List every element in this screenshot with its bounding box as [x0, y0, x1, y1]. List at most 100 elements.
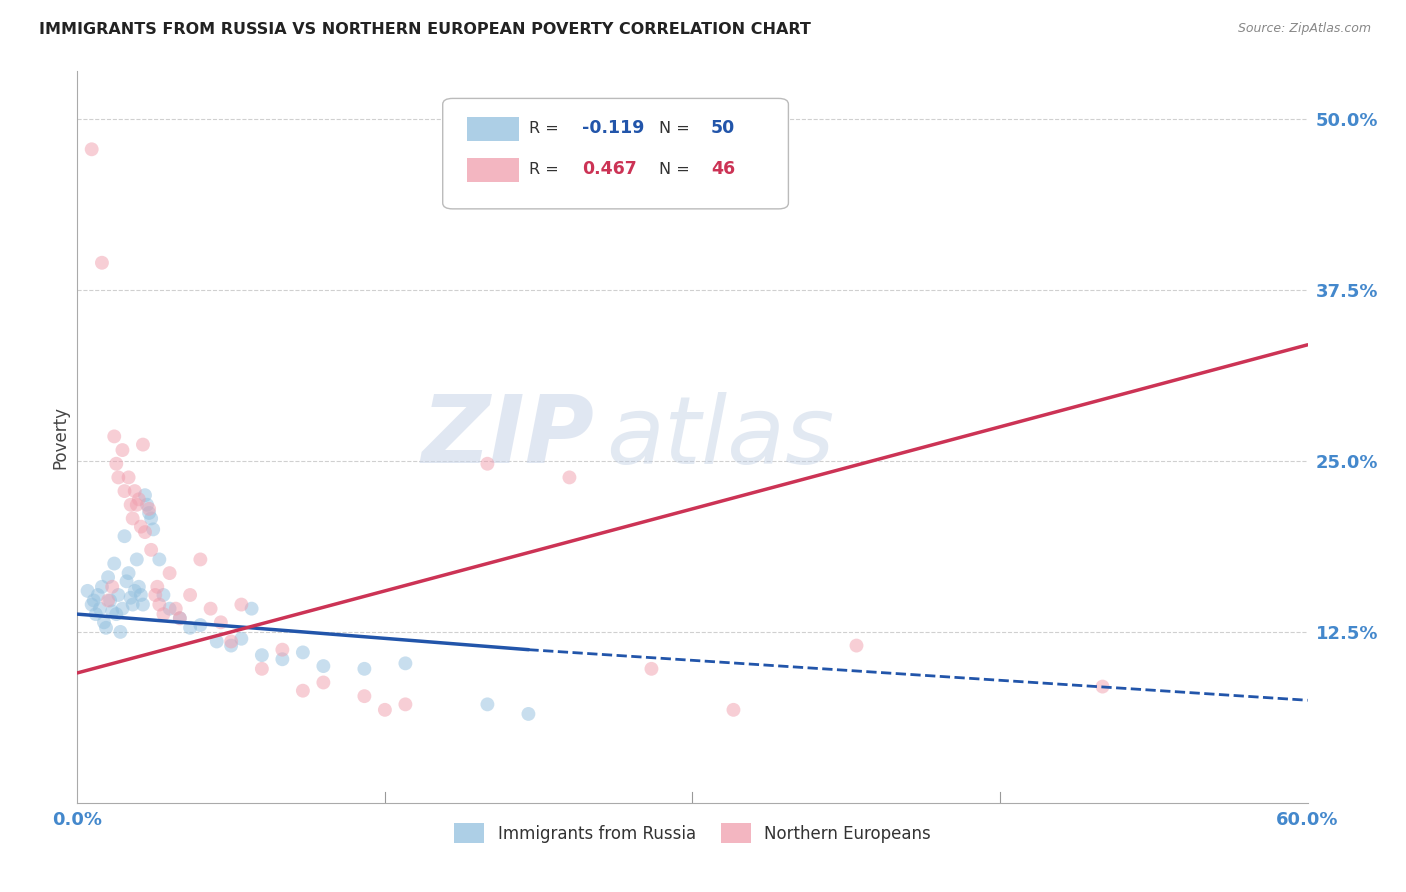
Text: ZIP: ZIP	[422, 391, 595, 483]
Point	[138, 501, 160, 516]
Point	[114, 484, 136, 499]
Point	[101, 580, 124, 594]
Point	[148, 598, 170, 612]
Point	[165, 601, 187, 615]
Point	[240, 601, 263, 615]
Point	[125, 552, 148, 566]
Point	[90, 580, 114, 594]
Point	[94, 621, 117, 635]
Point	[205, 634, 228, 648]
Point	[353, 662, 375, 676]
Point	[723, 703, 745, 717]
Point	[152, 588, 174, 602]
Point	[103, 429, 125, 443]
Point	[105, 457, 128, 471]
Text: R =: R =	[529, 161, 564, 177]
Y-axis label: Poverty: Poverty	[51, 406, 69, 468]
Point	[250, 662, 273, 676]
Point	[179, 588, 201, 602]
Point	[107, 470, 129, 484]
Point	[134, 488, 156, 502]
Point	[141, 511, 163, 525]
Point	[271, 652, 294, 666]
Point	[117, 566, 139, 581]
Point	[97, 593, 120, 607]
Bar	[467, 159, 519, 182]
Point	[114, 529, 136, 543]
Text: 46: 46	[711, 161, 735, 178]
Point	[98, 593, 121, 607]
Point	[558, 470, 581, 484]
Point	[129, 519, 152, 533]
Point	[120, 591, 142, 605]
Text: N =: N =	[659, 121, 695, 136]
Point	[291, 683, 314, 698]
Point	[200, 601, 222, 615]
Point	[121, 598, 143, 612]
Point	[845, 639, 868, 653]
Point	[219, 639, 242, 653]
Point	[83, 593, 105, 607]
Text: -0.119: -0.119	[582, 120, 644, 137]
Point	[132, 437, 155, 451]
Text: 50: 50	[711, 120, 735, 137]
Text: Source: ZipAtlas.com: Source: ZipAtlas.com	[1237, 22, 1371, 36]
Point	[124, 484, 146, 499]
Text: 0.467: 0.467	[582, 161, 637, 178]
Point	[312, 675, 335, 690]
Point	[89, 601, 111, 615]
Text: N =: N =	[659, 161, 695, 177]
Point	[76, 583, 98, 598]
Point	[110, 624, 132, 639]
Bar	[467, 118, 519, 141]
Point	[231, 632, 253, 646]
Point	[120, 498, 142, 512]
Point	[142, 522, 165, 536]
Point	[271, 642, 294, 657]
Point	[640, 662, 662, 676]
Point	[148, 552, 170, 566]
Point	[159, 566, 181, 581]
Point	[107, 588, 129, 602]
Point	[312, 659, 335, 673]
Text: R =: R =	[529, 121, 564, 136]
Point	[169, 611, 191, 625]
Point	[121, 511, 143, 525]
Point	[1091, 680, 1114, 694]
Point	[93, 615, 115, 630]
Point	[97, 570, 120, 584]
Point	[179, 621, 201, 635]
Point	[188, 618, 212, 632]
Point	[188, 552, 212, 566]
Point	[124, 583, 146, 598]
Point	[219, 634, 242, 648]
Point	[132, 598, 155, 612]
Point	[128, 492, 150, 507]
Point	[517, 706, 540, 721]
Point	[353, 689, 375, 703]
Text: IMMIGRANTS FROM RUSSIA VS NORTHERN EUROPEAN POVERTY CORRELATION CHART: IMMIGRANTS FROM RUSSIA VS NORTHERN EUROP…	[39, 22, 811, 37]
Point	[84, 607, 107, 621]
Point	[231, 598, 253, 612]
Point	[143, 588, 166, 602]
Point	[90, 256, 114, 270]
Point	[101, 604, 124, 618]
Point	[169, 611, 191, 625]
Point	[80, 598, 103, 612]
Point	[129, 588, 152, 602]
Point	[152, 607, 174, 621]
Point	[477, 698, 499, 712]
Point	[105, 607, 128, 621]
Point	[374, 703, 396, 717]
Point	[125, 498, 148, 512]
Point	[141, 542, 163, 557]
Point	[146, 580, 169, 594]
Point	[394, 698, 416, 712]
Point	[111, 601, 134, 615]
Point	[138, 506, 160, 520]
Point	[159, 601, 181, 615]
Point	[477, 457, 499, 471]
Point	[136, 498, 159, 512]
Point	[394, 657, 416, 671]
Point	[250, 648, 273, 662]
